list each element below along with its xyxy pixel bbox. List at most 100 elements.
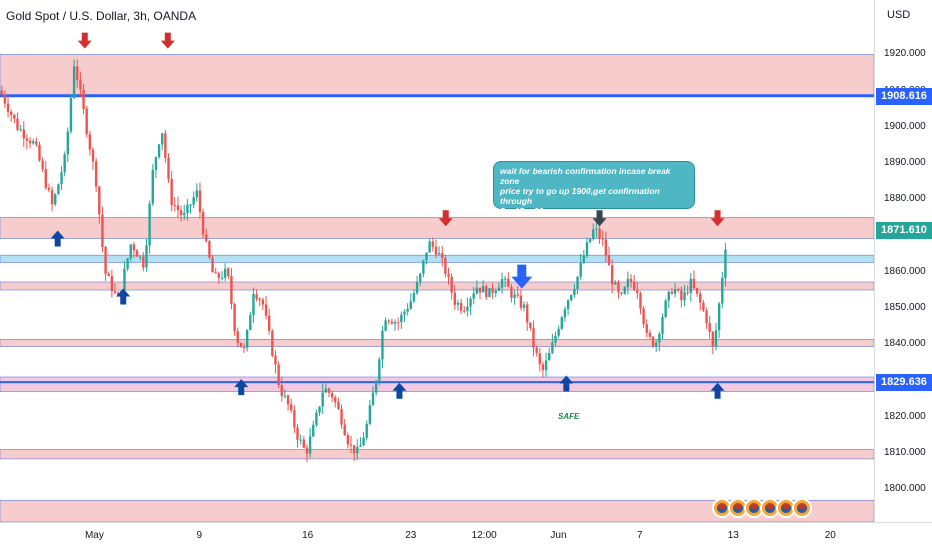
candle-body: [126, 258, 129, 269]
candle-body: [639, 293, 642, 309]
candle-body: [532, 327, 535, 348]
y-tick-label: 1800.000: [884, 483, 926, 495]
candle-body: [318, 406, 321, 413]
zone-band: [0, 217, 874, 239]
candle-body: [658, 333, 661, 343]
candle-body: [513, 294, 516, 298]
candle-body: [412, 293, 416, 302]
candle-body: [245, 330, 249, 348]
candle-body: [576, 276, 579, 289]
candle-body: [151, 169, 154, 204]
y-tick-label: 1880.000: [884, 193, 926, 205]
candle-body: [525, 304, 529, 323]
candle-body: [129, 244, 132, 259]
currency-label: USD: [887, 9, 911, 21]
candle-body: [79, 80, 82, 90]
candle-body: [167, 157, 170, 180]
down-arrow-icon: [160, 32, 175, 49]
candle-body: [164, 133, 167, 158]
candle-body: [362, 437, 365, 446]
candle-body: [346, 435, 350, 445]
candle-body: [447, 273, 450, 277]
candle-body: [25, 138, 29, 141]
candle-body: [607, 255, 611, 266]
candle-body: [286, 395, 290, 405]
candle-body: [22, 129, 25, 139]
candle-body: [368, 405, 372, 424]
us-flag-icon[interactable]: [792, 498, 812, 518]
candle-body: [60, 172, 63, 185]
candle-body: [57, 184, 60, 195]
candle-body: [220, 277, 224, 279]
candle-body: [293, 410, 296, 428]
y-tick-label: 1820.000: [884, 410, 926, 422]
candle-body: [582, 255, 586, 263]
candle-body: [44, 169, 47, 188]
candle-body: [63, 154, 66, 173]
candle-body: [488, 288, 491, 298]
candle-body: [673, 288, 677, 294]
down-arrow-icon: [710, 210, 725, 227]
candle-body: [626, 278, 630, 288]
candle-body: [516, 294, 519, 296]
candle-body: [145, 245, 148, 268]
candle-body: [592, 229, 595, 240]
candle-body: [466, 306, 469, 311]
candle-body: [76, 66, 79, 81]
zone-band: [0, 376, 874, 392]
candle-body: [195, 190, 199, 198]
candle-body: [434, 246, 438, 255]
candle-body: [312, 424, 315, 437]
candle-body: [702, 302, 705, 311]
candle-body: [255, 294, 258, 300]
candle-body: [334, 397, 337, 403]
candle-body: [497, 287, 501, 291]
candle-body: [16, 118, 19, 130]
candle-body: [695, 288, 699, 294]
candle-body: [205, 234, 208, 242]
candle-body: [620, 292, 623, 294]
candle-body: [670, 291, 674, 294]
zone-band: [0, 254, 874, 263]
candle-body: [469, 298, 472, 307]
x-tick-label: May: [84, 530, 104, 541]
candle-body: [721, 278, 724, 304]
candle-body: [570, 295, 573, 301]
candle-body: [548, 353, 551, 361]
us-flag-icon[interactable]: [760, 498, 780, 518]
candle-body: [138, 256, 142, 258]
candle-body: [651, 336, 655, 347]
candle-body: [588, 239, 592, 243]
candle-body: [38, 144, 41, 161]
candle-body: [283, 395, 287, 397]
candle-body: [274, 355, 277, 365]
x-tick-label: 20: [824, 530, 836, 541]
candle-body: [176, 205, 180, 211]
candle-body: [359, 445, 362, 447]
candle-body: [554, 335, 557, 343]
candle-body: [459, 302, 463, 311]
candle-body: [173, 205, 176, 207]
candle-body: [72, 66, 76, 98]
zone-band: [0, 54, 874, 97]
candle-body: [371, 392, 375, 406]
candle-body: [390, 321, 394, 324]
candle-body: [717, 303, 721, 331]
up-arrow-icon: [50, 230, 65, 247]
candle-body: [680, 290, 683, 301]
candle-body: [211, 257, 214, 273]
candle-body: [645, 324, 648, 333]
x-tick-label: 12:00: [471, 530, 497, 541]
candle-body: [441, 253, 444, 259]
up-arrow-icon: [116, 288, 131, 305]
candle-body: [302, 439, 306, 448]
candle-body: [551, 342, 554, 354]
candle-body: [378, 359, 381, 381]
up-arrow-icon: [392, 382, 407, 399]
candle-body: [249, 315, 252, 331]
candle-body: [610, 265, 614, 285]
candle-body: [573, 288, 576, 296]
annotation-callout[interactable]: wait for bearish confirmation incase bre…: [493, 161, 695, 216]
zone-band: [0, 338, 874, 347]
candle-body: [324, 388, 328, 393]
